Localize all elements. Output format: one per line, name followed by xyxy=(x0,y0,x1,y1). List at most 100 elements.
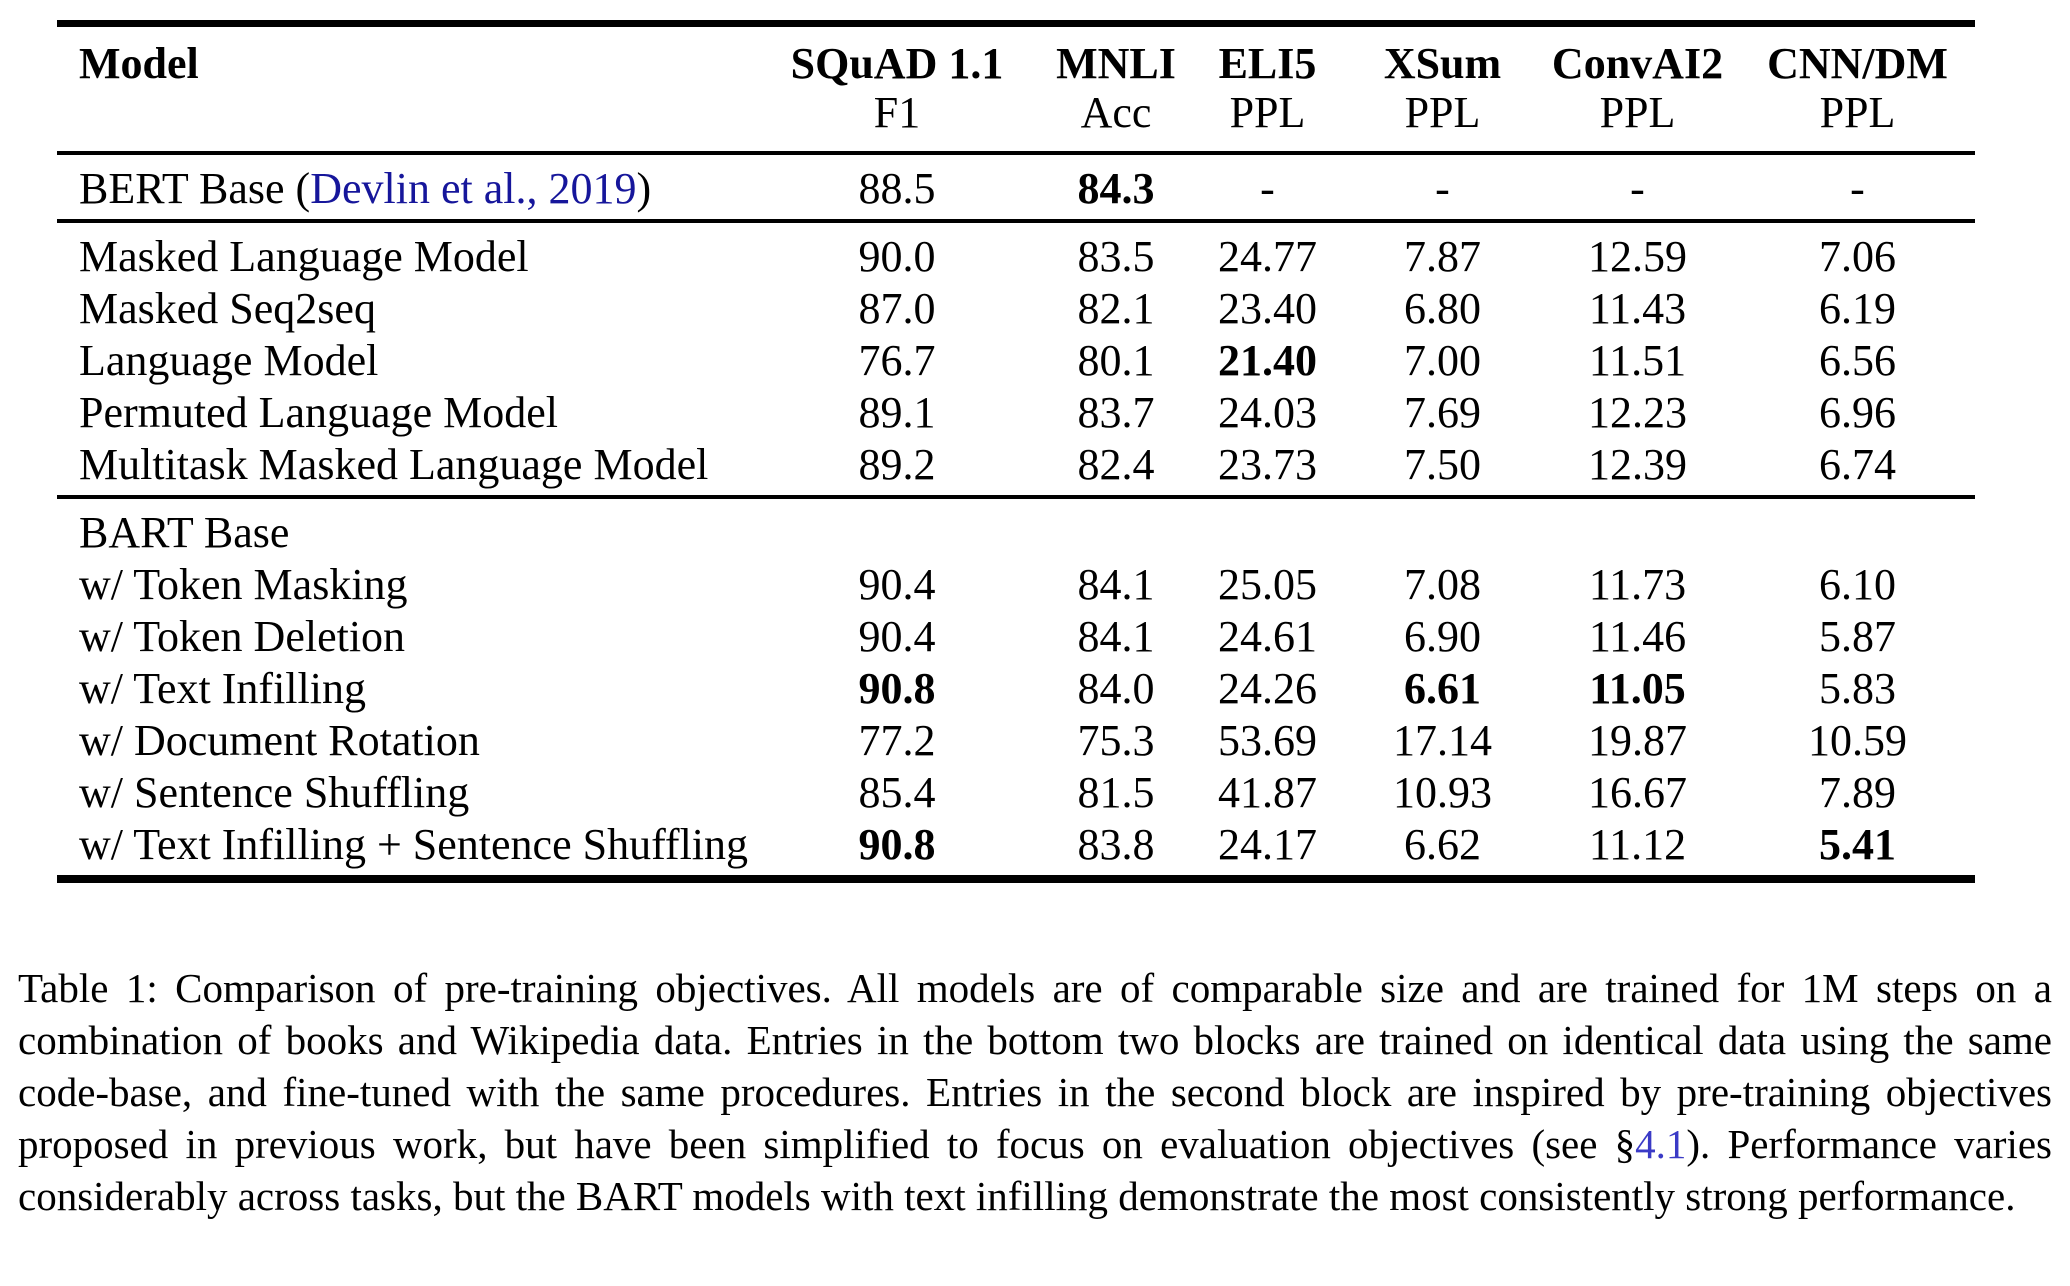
table-row: w/ Token Deletion 90.4 84.1 24.61 6.90 11.46 5… xyxy=(57,611,1975,663)
value-cell: 12.39 xyxy=(1588,440,1687,489)
column-title: Model xyxy=(79,39,199,88)
section-link[interactable]: 4.1 xyxy=(1635,1121,1687,1167)
value-cell: 82.1 xyxy=(1077,284,1155,333)
value-cell: 87.0 xyxy=(858,284,936,333)
header-row: Model SQuAD 1.1 F1 MNLI Acc ELI5 PPL XSum PPL Con… xyxy=(57,24,1975,154)
value-cell: 5.87 xyxy=(1819,612,1896,661)
caption-text: Table 1: Comparison of pre-training obje… xyxy=(18,965,2052,1167)
column-header-convai2: ConvAI2 PPL xyxy=(1535,24,1740,154)
citation-link[interactable]: Devlin et al., 2019 xyxy=(310,164,637,213)
value-cell: 7.50 xyxy=(1404,440,1481,489)
caption-text: ). Performance varies considerably acros… xyxy=(18,1121,2053,1219)
value-cell: 83.7 xyxy=(1077,388,1155,437)
value-cell: 83.5 xyxy=(1077,232,1155,281)
column-title: XSum xyxy=(1383,39,1502,88)
table-block-1: BERT Base (Devlin et al., 2019) 88.5 84.3 -… xyxy=(57,153,1975,221)
value-cell: 7.87 xyxy=(1404,232,1481,281)
column-subtitle: Acc xyxy=(1080,88,1152,137)
value-cell: 6.62 xyxy=(1404,820,1481,869)
value-cell: 16.67 xyxy=(1588,768,1687,817)
value-cell: 11.12 xyxy=(1588,820,1687,869)
value-cell xyxy=(1350,497,1535,559)
value-cell: 89.1 xyxy=(858,388,936,437)
results-table: Model SQuAD 1.1 F1 MNLI Acc ELI5 PPL XSum PPL Con… xyxy=(57,20,1975,883)
value-cell: 82.4 xyxy=(1077,440,1155,489)
value-cell: 11.05 xyxy=(1589,664,1686,713)
model-cell: w/ Text Infilling + Sentence Shuffling xyxy=(79,820,749,869)
value-cell: 81.5 xyxy=(1077,768,1155,817)
value-cell: 6.19 xyxy=(1819,284,1896,333)
table-row: w/ Document Rotation 77.2 75.3 53.69 17.14 19… xyxy=(57,715,1975,767)
column-title: SQuAD 1.1 xyxy=(790,39,1004,88)
model-cell: w/ Token Deletion xyxy=(79,612,406,661)
table-header: Model SQuAD 1.1 F1 MNLI Acc ELI5 PPL XSum PPL Con… xyxy=(57,24,1975,154)
value-cell: 10.59 xyxy=(1808,716,1907,765)
column-title: ConvAI2 xyxy=(1551,39,1724,88)
model-cell: Permuted Language Model xyxy=(79,388,558,437)
value-cell: 19.87 xyxy=(1588,716,1687,765)
value-cell: - xyxy=(1260,164,1275,213)
value-cell: - xyxy=(1630,164,1645,213)
value-cell: 84.1 xyxy=(1077,560,1155,609)
model-cell: w/ Document Rotation xyxy=(79,716,480,765)
model-cell: BERT Base (Devlin et al., 2019) xyxy=(57,153,747,221)
value-cell xyxy=(1740,497,1975,559)
value-cell: 85.4 xyxy=(858,768,936,817)
value-cell: - xyxy=(1435,164,1450,213)
model-cell: w/ Token Masking xyxy=(79,560,408,609)
column-header-cnndm: CNN/DM PPL xyxy=(1740,24,1975,154)
value-cell: 90.8 xyxy=(858,820,936,869)
value-cell: 12.59 xyxy=(1588,232,1687,281)
model-cell: w/ Sentence Shuffling xyxy=(79,768,470,817)
column-header-squad: SQuAD 1.1 F1 xyxy=(747,24,1047,154)
value-cell: 12.23 xyxy=(1588,388,1687,437)
column-subtitle: PPL xyxy=(1599,88,1676,137)
column-header-model: Model xyxy=(57,24,747,154)
value-cell: 5.41 xyxy=(1819,820,1896,869)
value-cell: 23.40 xyxy=(1218,284,1317,333)
value-cell: 84.1 xyxy=(1077,612,1155,661)
table-row: Language Model 76.7 80.1 21.40 7.00 11.51 6.56 xyxy=(57,335,1975,387)
column-title: ELI5 xyxy=(1218,39,1317,88)
model-label-text: ) xyxy=(636,164,652,213)
model-label-text: BERT Base ( xyxy=(79,164,311,213)
value-cell xyxy=(747,497,1047,559)
value-cell: 83.8 xyxy=(1077,820,1155,869)
table-block-2: Masked Language Model 90.0 83.5 24.77 7.87 12… xyxy=(57,221,1975,497)
value-cell: 21.40 xyxy=(1218,336,1317,385)
value-cell: 17.14 xyxy=(1393,716,1492,765)
column-header-eli5: ELI5 PPL xyxy=(1185,24,1350,154)
value-cell: 6.10 xyxy=(1819,560,1896,609)
value-cell: 23.73 xyxy=(1218,440,1317,489)
value-cell: 6.80 xyxy=(1404,284,1481,333)
value-cell: 41.87 xyxy=(1218,768,1317,817)
table-row: w/ Token Masking 90.4 84.1 25.05 7.08 11.73 6.… xyxy=(57,559,1975,611)
model-cell: Masked Seq2seq xyxy=(79,284,376,333)
model-cell: Masked Language Model xyxy=(79,232,529,281)
model-cell: w/ Text Infilling xyxy=(79,664,366,713)
value-cell: 5.83 xyxy=(1819,664,1896,713)
value-cell: 90.4 xyxy=(858,560,936,609)
value-cell: 6.90 xyxy=(1404,612,1481,661)
value-cell: 11.43 xyxy=(1588,284,1687,333)
column-title: MNLI xyxy=(1056,39,1176,88)
value-cell xyxy=(1535,497,1740,559)
model-cell: Language Model xyxy=(79,336,379,385)
column-subtitle: PPL xyxy=(1229,88,1306,137)
value-cell: 6.56 xyxy=(1819,336,1896,385)
value-cell: 89.2 xyxy=(858,440,936,489)
value-cell: 77.2 xyxy=(858,716,936,765)
value-cell: 7.69 xyxy=(1404,388,1481,437)
value-cell: 75.3 xyxy=(1077,716,1155,765)
model-cell: BART Base xyxy=(79,508,290,557)
table-row: w/ Text Infilling + Sentence Shuffling 90… xyxy=(57,819,1975,879)
column-header-mnli: MNLI Acc xyxy=(1047,24,1185,154)
value-cell xyxy=(1047,497,1185,559)
table-row: w/ Text Infilling 90.8 84.0 24.26 6.61 11.05 5… xyxy=(57,663,1975,715)
value-cell: - xyxy=(1850,164,1865,213)
value-cell: 10.93 xyxy=(1393,768,1492,817)
table-block-3: BART Base w/ Token Masking 90.4 84.1 25.05 7.… xyxy=(57,497,1975,879)
value-cell: 6.96 xyxy=(1819,388,1896,437)
table-caption: Table 1: Comparison of pre-training obje… xyxy=(18,962,2052,1222)
